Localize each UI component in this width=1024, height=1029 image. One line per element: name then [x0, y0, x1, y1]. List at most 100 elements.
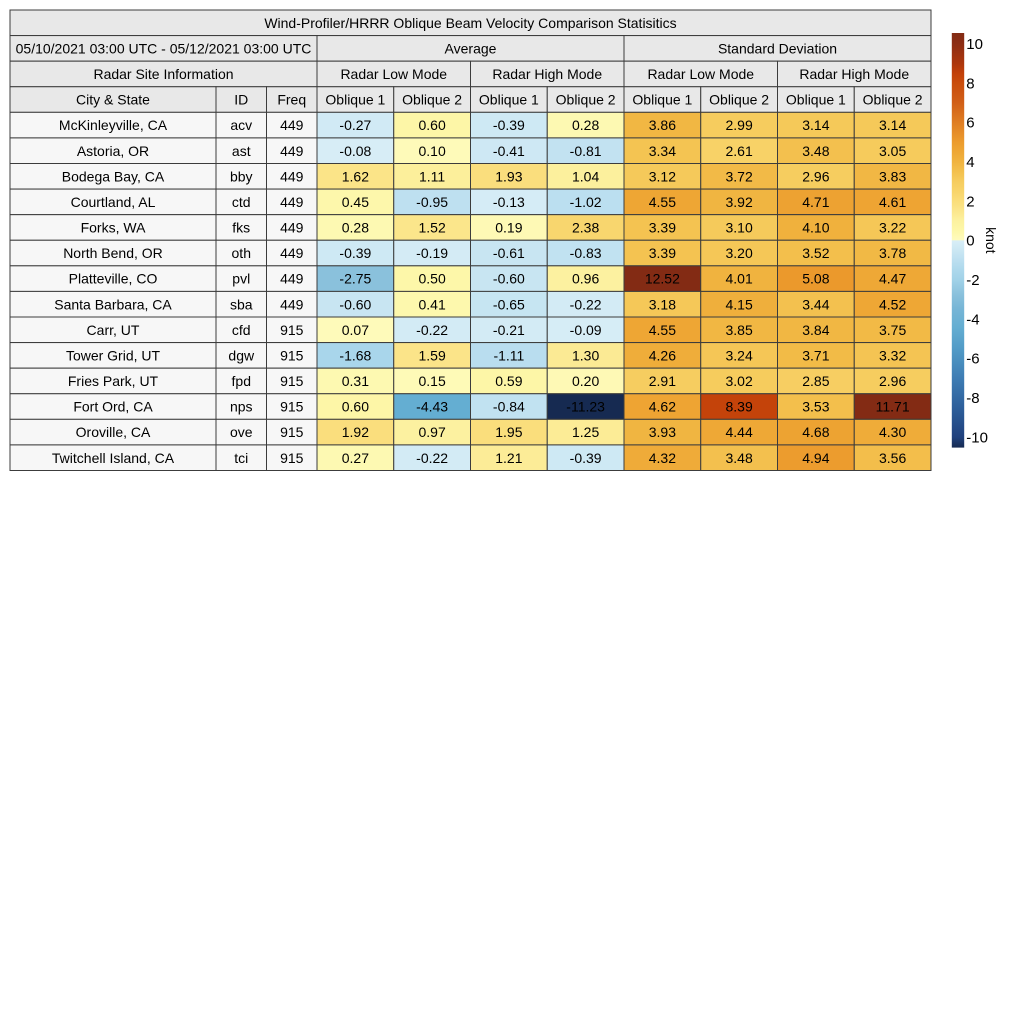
svg-text:-2.75: -2.75	[339, 271, 371, 287]
svg-text:ove: ove	[230, 424, 253, 440]
svg-text:449: 449	[280, 117, 304, 133]
svg-text:Courtland, AL: Courtland, AL	[71, 194, 156, 210]
svg-text:-0.22: -0.22	[416, 450, 448, 466]
svg-text:-0.22: -0.22	[416, 322, 448, 338]
svg-text:0.28: 0.28	[342, 220, 369, 236]
svg-text:Oblique 2: Oblique 2	[709, 92, 769, 108]
svg-text:-11.23: -11.23	[566, 399, 605, 415]
svg-text:2.61: 2.61	[725, 143, 752, 159]
svg-text:acv: acv	[230, 117, 252, 133]
svg-text:3.22: 3.22	[879, 220, 906, 236]
svg-text:915: 915	[280, 373, 304, 389]
svg-text:fks: fks	[232, 220, 250, 236]
svg-text:0.10: 0.10	[418, 143, 445, 159]
svg-text:-0.84: -0.84	[493, 399, 525, 415]
svg-text:3.93: 3.93	[649, 424, 676, 440]
svg-text:2.99: 2.99	[725, 117, 752, 133]
svg-text:1.93: 1.93	[495, 168, 522, 184]
svg-text:3.85: 3.85	[725, 322, 752, 338]
svg-text:Wind-Profiler/HRRR Oblique Bea: Wind-Profiler/HRRR Oblique Beam Velocity…	[264, 15, 676, 31]
svg-text:Carr, UT: Carr, UT	[87, 322, 140, 338]
svg-text:0.96: 0.96	[572, 271, 599, 287]
svg-text:Radar High Mode: Radar High Mode	[492, 66, 602, 82]
svg-text:3.18: 3.18	[649, 296, 676, 312]
svg-text:915: 915	[280, 424, 304, 440]
svg-text:Oblique 1: Oblique 1	[325, 92, 385, 108]
svg-text:sba: sba	[230, 296, 253, 312]
svg-text:3.84: 3.84	[802, 322, 829, 338]
svg-text:Average: Average	[445, 40, 497, 56]
svg-text:tci: tci	[234, 450, 248, 466]
svg-text:1.11: 1.11	[419, 168, 445, 184]
svg-text:4.55: 4.55	[649, 322, 676, 338]
svg-text:knot: knot	[983, 227, 999, 254]
svg-text:-0.60: -0.60	[493, 271, 525, 287]
svg-text:0.50: 0.50	[418, 271, 445, 287]
svg-text:Radar Low Mode: Radar Low Mode	[647, 66, 754, 82]
svg-text:Radar Site Information: Radar Site Information	[93, 66, 233, 82]
svg-text:4.55: 4.55	[649, 194, 676, 210]
svg-text:915: 915	[280, 322, 304, 338]
svg-text:-0.19: -0.19	[416, 245, 448, 261]
svg-text:449: 449	[280, 168, 304, 184]
svg-text:3.48: 3.48	[725, 450, 752, 466]
svg-text:915: 915	[280, 347, 304, 363]
svg-text:4.52: 4.52	[879, 296, 906, 312]
svg-text:-2: -2	[966, 272, 979, 289]
svg-text:North Bend, OR: North Bend, OR	[63, 245, 163, 261]
svg-text:3.05: 3.05	[879, 143, 906, 159]
svg-text:8.39: 8.39	[725, 399, 752, 415]
svg-text:3.92: 3.92	[725, 194, 752, 210]
svg-text:-0.22: -0.22	[570, 296, 602, 312]
svg-text:-8: -8	[966, 390, 979, 407]
svg-text:3.52: 3.52	[802, 245, 829, 261]
svg-text:0.59: 0.59	[495, 373, 522, 389]
svg-text:0.07: 0.07	[342, 322, 369, 338]
svg-text:Radar Low Mode: Radar Low Mode	[340, 66, 447, 82]
svg-text:4.44: 4.44	[725, 424, 752, 440]
svg-text:12.52: 12.52	[645, 271, 680, 287]
svg-text:3.44: 3.44	[802, 296, 829, 312]
svg-text:Oblique 1: Oblique 1	[632, 92, 692, 108]
svg-text:3.83: 3.83	[879, 168, 906, 184]
svg-text:5.08: 5.08	[802, 271, 829, 287]
svg-text:Santa Barbara, CA: Santa Barbara, CA	[54, 296, 172, 312]
svg-text:3.10: 3.10	[725, 220, 752, 236]
svg-text:1.52: 1.52	[418, 220, 445, 236]
svg-text:1.04: 1.04	[572, 168, 599, 184]
svg-text:-1.02: -1.02	[570, 194, 602, 210]
svg-text:-0.21: -0.21	[493, 322, 525, 338]
svg-text:-0.95: -0.95	[416, 194, 448, 210]
svg-text:4.26: 4.26	[649, 347, 676, 363]
svg-text:oth: oth	[232, 245, 251, 261]
svg-text:ctd: ctd	[232, 194, 251, 210]
svg-text:4.71: 4.71	[802, 194, 829, 210]
svg-text:-0.08: -0.08	[339, 143, 371, 159]
svg-text:0.27: 0.27	[342, 450, 369, 466]
svg-text:Twitchell Island, CA: Twitchell Island, CA	[52, 450, 175, 466]
svg-text:nps: nps	[230, 399, 253, 415]
svg-text:0: 0	[966, 233, 974, 250]
svg-text:4.30: 4.30	[879, 424, 906, 440]
svg-text:4.61: 4.61	[879, 194, 906, 210]
svg-text:0.31: 0.31	[342, 373, 369, 389]
svg-text:449: 449	[280, 194, 304, 210]
svg-text:cfd: cfd	[232, 322, 251, 338]
svg-text:City & State: City & State	[76, 92, 150, 108]
svg-text:449: 449	[280, 296, 304, 312]
svg-text:6: 6	[966, 115, 974, 132]
svg-text:3.32: 3.32	[879, 347, 906, 363]
svg-text:-0.39: -0.39	[493, 117, 525, 133]
svg-text:pvl: pvl	[232, 271, 250, 287]
svg-text:1.62: 1.62	[342, 168, 369, 184]
svg-text:Fries Park, UT: Fries Park, UT	[68, 373, 159, 389]
svg-text:fpd: fpd	[232, 373, 251, 389]
svg-text:-0.81: -0.81	[570, 143, 602, 159]
svg-text:3.34: 3.34	[649, 143, 676, 159]
svg-text:4.62: 4.62	[649, 399, 676, 415]
svg-text:Oblique 2: Oblique 2	[402, 92, 462, 108]
svg-text:10: 10	[966, 36, 983, 53]
svg-text:0.60: 0.60	[342, 399, 369, 415]
svg-text:4.15: 4.15	[725, 296, 752, 312]
svg-text:2: 2	[966, 193, 974, 210]
